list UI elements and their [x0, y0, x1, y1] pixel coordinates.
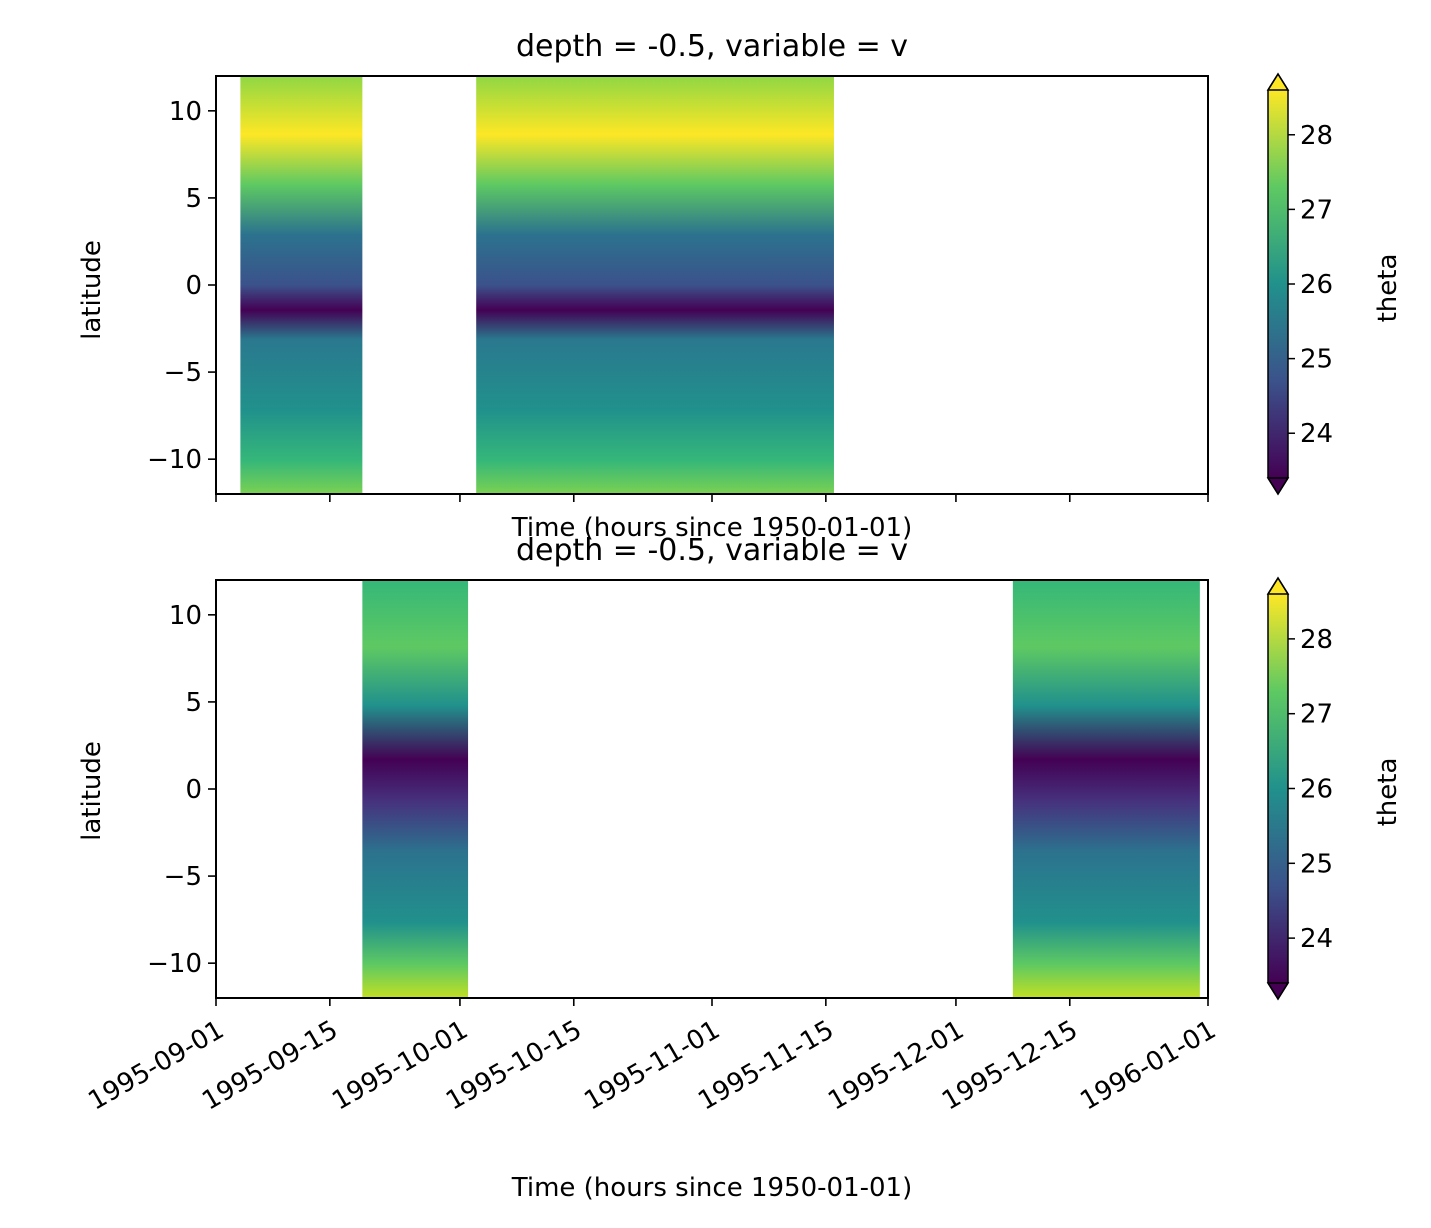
heatmap-block — [476, 76, 834, 494]
heatmap-block — [362, 580, 469, 998]
colorbar-extend-min — [1266, 477, 1290, 496]
heatmap-block — [240, 76, 363, 494]
heatmap-block — [1012, 580, 1200, 998]
y-tick-label: −10 — [147, 949, 202, 979]
bottom-axes: 1050−5−101995-09-011995-09-151995-10-011… — [83, 576, 1333, 1117]
colorbar-tick-label: 25 — [1300, 849, 1333, 879]
colorbar-tick-label: 27 — [1300, 700, 1333, 730]
bottom-x-axis-label: Time (hours since 1950-01-01) — [511, 1173, 912, 1203]
top-axes: 10 5 0 −5 −10 24 25 26 27 28 — [147, 72, 1333, 502]
y-tick-label: −5 — [164, 862, 202, 892]
colorbar-tick-label: 28 — [1300, 121, 1333, 151]
colorbar — [1268, 594, 1288, 983]
y-tick-label: 5 — [185, 184, 202, 214]
bottom-colorbar-label: theta — [1373, 758, 1403, 827]
top-chart-title: depth = -0.5, variable = v — [516, 29, 908, 64]
colorbar-outline — [1267, 72, 1289, 496]
bottom-y-axis-label: latitude — [77, 741, 107, 841]
colorbar-tick-label: 26 — [1300, 270, 1333, 300]
y-tick-label: −10 — [147, 445, 202, 475]
colorbar-tick-label: 28 — [1300, 625, 1333, 655]
y-tick-label: 0 — [185, 775, 202, 805]
y-tick-label: 10 — [169, 601, 202, 631]
colorbar-extend-max — [1266, 72, 1290, 91]
colorbar-tick-label: 27 — [1300, 195, 1333, 225]
y-tick-label: 5 — [185, 688, 202, 718]
colorbar-extend-max — [1266, 576, 1290, 595]
y-tick-label: 10 — [169, 97, 202, 127]
colorbar-outline — [1267, 576, 1289, 1001]
top-y-axis-label: latitude — [77, 240, 107, 340]
colorbar-tick-label: 24 — [1300, 419, 1333, 449]
colorbar-tick-label: 26 — [1300, 775, 1333, 805]
colorbar-tick-label: 24 — [1300, 924, 1333, 954]
colorbar-extend-min — [1266, 982, 1290, 1001]
bottom-chart-title: depth = -0.5, variable = v — [516, 533, 908, 568]
top-x-axis-label: Time (hours since 1950-01-01) — [511, 513, 912, 543]
y-tick-label: −5 — [164, 358, 202, 388]
top-colorbar-label: theta — [1373, 254, 1403, 323]
colorbar-tick-label: 25 — [1300, 345, 1333, 375]
x-tick-label: 1996-01-01 — [1075, 1015, 1221, 1117]
y-tick-label: 0 — [185, 271, 202, 301]
colorbar — [1268, 90, 1288, 478]
